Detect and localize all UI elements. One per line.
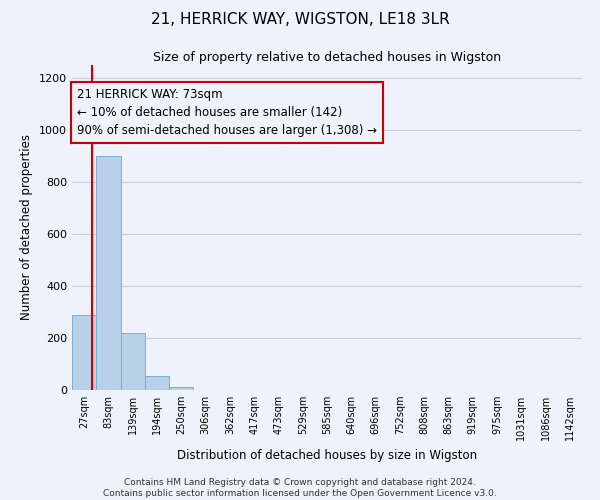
Title: Size of property relative to detached houses in Wigston: Size of property relative to detached ho… (153, 51, 501, 64)
Text: Contains HM Land Registry data © Crown copyright and database right 2024.
Contai: Contains HM Land Registry data © Crown c… (103, 478, 497, 498)
Text: 21 HERRICK WAY: 73sqm
← 10% of detached houses are smaller (142)
90% of semi-det: 21 HERRICK WAY: 73sqm ← 10% of detached … (77, 88, 377, 136)
Bar (121, 333, 145, 390)
Text: 21, HERRICK WAY, WIGSTON, LE18 3LR: 21, HERRICK WAY, WIGSTON, LE18 3LR (151, 12, 449, 28)
Bar (96, 156, 121, 390)
Bar (145, 376, 169, 390)
X-axis label: Distribution of detached houses by size in Wigston: Distribution of detached houses by size … (177, 448, 477, 462)
Bar (169, 388, 193, 390)
Y-axis label: Number of detached properties: Number of detached properties (20, 134, 34, 320)
Bar (72, 314, 96, 390)
